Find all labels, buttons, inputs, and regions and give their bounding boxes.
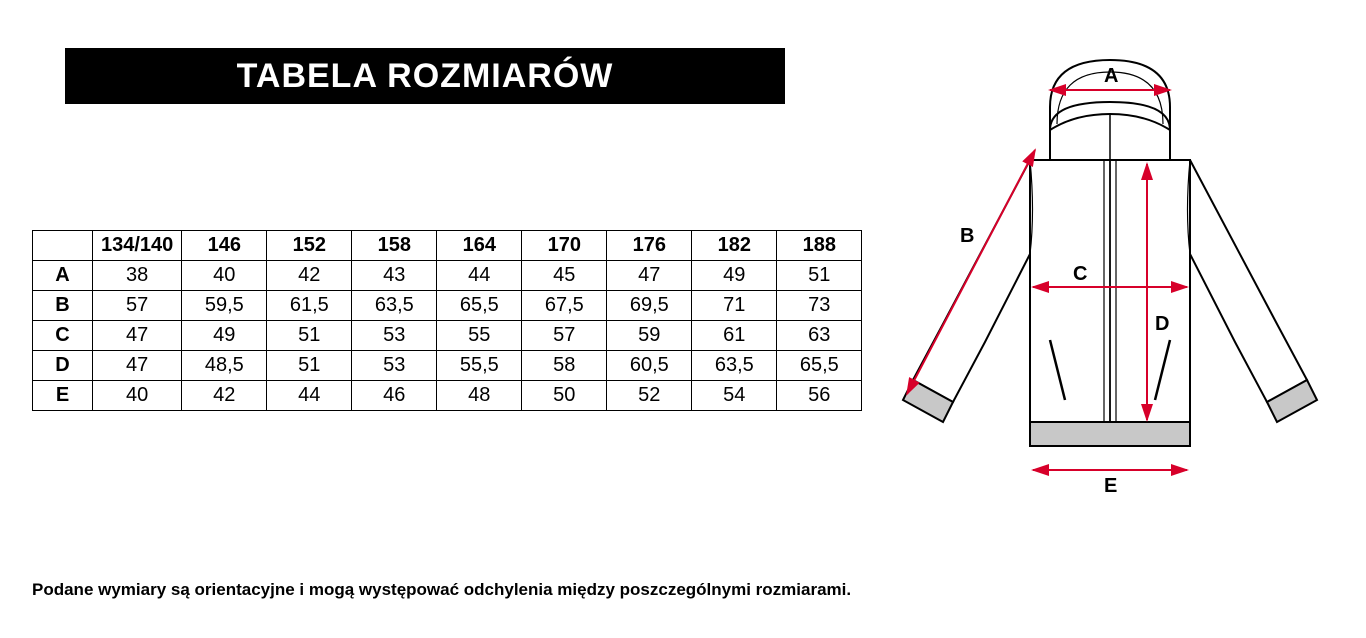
jacket-diagram: A B C D E xyxy=(885,42,1335,502)
table-row-label: B xyxy=(33,291,93,321)
table-cell: 42 xyxy=(182,381,267,411)
left-sleeve xyxy=(913,160,1030,402)
table-row: D4748,5515355,55860,563,565,5 xyxy=(33,351,862,381)
table-cell: 49 xyxy=(182,321,267,351)
table-cell: 47 xyxy=(93,351,182,381)
table-body: A384042434445474951B5759,561,563,565,567… xyxy=(33,261,862,411)
table-cell: 40 xyxy=(93,381,182,411)
table-cell: 47 xyxy=(607,261,692,291)
table-col-header: 152 xyxy=(267,231,352,261)
table-cell: 59,5 xyxy=(182,291,267,321)
bottom-hem xyxy=(1030,422,1190,446)
table-cell: 67,5 xyxy=(522,291,607,321)
table-cell: 45 xyxy=(522,261,607,291)
table-row-label: A xyxy=(33,261,93,291)
table-row-label: C xyxy=(33,321,93,351)
table-cell: 55,5 xyxy=(437,351,522,381)
dim-c-label: C xyxy=(1073,263,1087,285)
table-row: B5759,561,563,565,567,569,57173 xyxy=(33,291,862,321)
table-cell: 63,5 xyxy=(352,291,437,321)
table-cell: 53 xyxy=(352,321,437,351)
table-cell: 73 xyxy=(777,291,862,321)
table-cell: 44 xyxy=(437,261,522,291)
table-col-header: 170 xyxy=(522,231,607,261)
table-cell: 69,5 xyxy=(607,291,692,321)
table-cell: 48,5 xyxy=(182,351,267,381)
table-cell: 65,5 xyxy=(777,351,862,381)
table-header-row: 134/140146152158164170176182188 xyxy=(33,231,862,261)
dim-b-label: B xyxy=(960,225,974,247)
table-cell: 51 xyxy=(267,321,352,351)
table-col-header: 176 xyxy=(607,231,692,261)
table-cell: 51 xyxy=(777,261,862,291)
table-col-header: 134/140 xyxy=(93,231,182,261)
table-cell: 52 xyxy=(607,381,692,411)
table-cell: 48 xyxy=(437,381,522,411)
table-cell: 49 xyxy=(692,261,777,291)
table-cell: 71 xyxy=(692,291,777,321)
table-col-header: 182 xyxy=(692,231,777,261)
table-cell: 57 xyxy=(522,321,607,351)
table-cell: 54 xyxy=(692,381,777,411)
table-col-header: 146 xyxy=(182,231,267,261)
dim-a-label: A xyxy=(1104,65,1118,87)
table-row: E404244464850525456 xyxy=(33,381,862,411)
table-cell: 44 xyxy=(267,381,352,411)
table-cell: 55 xyxy=(437,321,522,351)
table-cell: 61,5 xyxy=(267,291,352,321)
table-cell: 57 xyxy=(93,291,182,321)
footnote-text: Podane wymiary są orientacyjne i mogą wy… xyxy=(32,580,851,599)
table-row-label: D xyxy=(33,351,93,381)
table-cell: 61 xyxy=(692,321,777,351)
table-row-label: E xyxy=(33,381,93,411)
dim-d-label: D xyxy=(1155,313,1169,335)
table-cell: 63 xyxy=(777,321,862,351)
footnote: Podane wymiary są orientacyjne i mogą wy… xyxy=(32,580,851,600)
table-cell: 60,5 xyxy=(607,351,692,381)
table-corner-cell xyxy=(33,231,93,261)
table-col-header: 158 xyxy=(352,231,437,261)
table-cell: 46 xyxy=(352,381,437,411)
table-cell: 51 xyxy=(267,351,352,381)
table-cell: 56 xyxy=(777,381,862,411)
size-table: 134/140146152158164170176182188 A3840424… xyxy=(32,230,862,411)
table-cell: 47 xyxy=(93,321,182,351)
table-row: C474951535557596163 xyxy=(33,321,862,351)
table-cell: 59 xyxy=(607,321,692,351)
table-cell: 42 xyxy=(267,261,352,291)
right-sleeve xyxy=(1190,160,1307,402)
table-cell: 43 xyxy=(352,261,437,291)
dim-e-label: E xyxy=(1104,475,1117,497)
table-cell: 65,5 xyxy=(437,291,522,321)
table-cell: 50 xyxy=(522,381,607,411)
table-cell: 40 xyxy=(182,261,267,291)
title-text: TABELA ROZMIARÓW xyxy=(237,57,614,95)
title-bar: TABELA ROZMIARÓW xyxy=(65,48,785,104)
table-col-header: 188 xyxy=(777,231,862,261)
table-col-header: 164 xyxy=(437,231,522,261)
table-row: A384042434445474951 xyxy=(33,261,862,291)
table-cell: 63,5 xyxy=(692,351,777,381)
table-cell: 38 xyxy=(93,261,182,291)
table-cell: 53 xyxy=(352,351,437,381)
table-cell: 58 xyxy=(522,351,607,381)
